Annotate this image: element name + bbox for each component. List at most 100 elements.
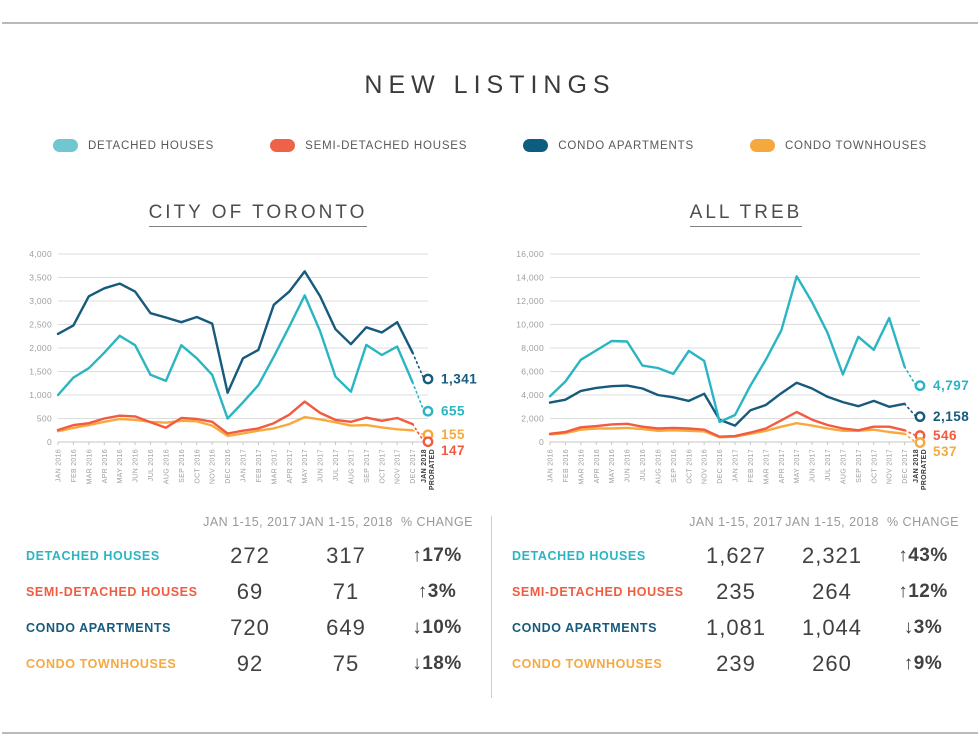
svg-text:JUL 2016: JUL 2016 (640, 449, 647, 481)
column-header: % CHANGE (886, 515, 960, 529)
svg-text:FEB 2016: FEB 2016 (563, 449, 570, 483)
svg-text:APR 2017: APR 2017 (287, 449, 294, 483)
table-row-label: CONDO TOWNHOUSES (512, 657, 663, 671)
svg-text:147: 147 (441, 443, 465, 458)
svg-text:AUG 2017: AUG 2017 (348, 449, 355, 484)
legend-label: DETACHED HOUSES (87, 139, 215, 152)
table-row-label: CONDO TOWNHOUSES (26, 657, 177, 671)
column-header: JAN 1-15, 2018 (299, 515, 393, 529)
svg-text:OCT 2016: OCT 2016 (194, 449, 201, 484)
svg-text:JUN 2017: JUN 2017 (810, 449, 817, 483)
column-header: JAN 1-15, 2017 (203, 515, 297, 529)
legend-label: SEMI-DETACHED HOUSES (305, 139, 468, 152)
svg-text:JAN 2018: JAN 2018 (913, 449, 920, 483)
table-row-label: SEMI-DETACHED HOUSES (26, 585, 198, 599)
svg-text:500: 500 (37, 414, 52, 424)
top-divider-line (2, 22, 978, 24)
table-row-label: DETACHED HOUSES (26, 549, 160, 563)
svg-text:OCT 2017: OCT 2017 (871, 449, 878, 484)
svg-text:4,000: 4,000 (29, 249, 52, 259)
legend-label: CONDO TOWNHOUSES (784, 139, 928, 152)
svg-text:16,000: 16,000 (516, 249, 544, 259)
legend-item-detached: DETACHED HOUSES (52, 139, 215, 152)
table-cell: 1,044 (801, 615, 863, 640)
chart-title-city-of-toronto: CITY OF TORONTO (28, 202, 488, 227)
detached-houses-swatch-icon (52, 139, 78, 152)
svg-text:PRORATED: PRORATED (921, 449, 928, 490)
table-cell: 235 (716, 579, 756, 604)
table-cell: 1,081 (705, 615, 767, 640)
svg-text:SEP 2016: SEP 2016 (671, 449, 678, 483)
table-cell: 272 (230, 543, 270, 568)
svg-text:MAR 2016: MAR 2016 (86, 449, 93, 484)
svg-text:2,158: 2,158 (933, 409, 969, 424)
condo-townhouses-swatch-icon (749, 139, 775, 152)
table-row-label: CONDO APARTMENTS (512, 621, 658, 635)
svg-text:2,500: 2,500 (29, 320, 52, 330)
svg-text:1,000: 1,000 (29, 390, 52, 400)
svg-text:10,000: 10,000 (516, 320, 544, 330)
svg-text:PRORATED: PRORATED (429, 449, 436, 490)
svg-text:SEP 2017: SEP 2017 (856, 449, 863, 483)
svg-text:1,341: 1,341 (441, 371, 477, 386)
svg-text:3,500: 3,500 (29, 273, 52, 283)
table-divider-line (491, 516, 492, 698)
svg-text:SEP 2017: SEP 2017 (364, 449, 371, 483)
svg-text:MAY 2016: MAY 2016 (117, 449, 124, 483)
svg-text:14,000: 14,000 (516, 273, 544, 283)
table-row-label: CONDO APARTMENTS (26, 621, 172, 635)
svg-text:537: 537 (933, 444, 957, 459)
svg-text:FEB 2016: FEB 2016 (71, 449, 78, 483)
bottom-divider-line (2, 732, 978, 734)
svg-text:JAN 2016: JAN 2016 (56, 449, 63, 482)
table-cell: 71 (332, 579, 360, 604)
svg-text:JAN 2016: JAN 2016 (548, 449, 555, 482)
table-row-label: SEMI-DETACHED HOUSES (512, 585, 684, 599)
column-header: JAN 1-15, 2018 (785, 515, 879, 529)
table-cell: 649 (326, 615, 366, 640)
svg-text:AUG 2017: AUG 2017 (840, 449, 847, 484)
svg-text:JUL 2017: JUL 2017 (333, 449, 340, 481)
table-row-label: DETACHED HOUSES (512, 549, 646, 563)
table-cell: 264 (812, 579, 852, 604)
table-cell-change: ↓18% (412, 653, 462, 674)
legend-label: CONDO APARTMENTS (558, 139, 694, 152)
svg-text:MAY 2017: MAY 2017 (794, 449, 801, 483)
table-cell: 2,321 (801, 543, 863, 568)
chart-legend: DETACHED HOUSES SEMI-DETACHED HOUSES CON… (0, 139, 980, 152)
svg-text:AUG 2016: AUG 2016 (655, 449, 662, 484)
table-cell: 260 (812, 651, 852, 676)
svg-text:DEC 2017: DEC 2017 (410, 449, 417, 484)
svg-text:0: 0 (47, 437, 52, 447)
svg-text:6,000: 6,000 (521, 367, 544, 377)
table-cell-change: ↑17% (412, 545, 462, 566)
table-cell-change: ↑43% (898, 545, 948, 566)
legend-item-semi-detached: SEMI-DETACHED HOUSES (270, 139, 467, 152)
table-cell: 317 (326, 543, 366, 568)
table-cell: 69 (236, 579, 264, 604)
svg-text:FEB 2017: FEB 2017 (748, 449, 755, 483)
condo-apartments-swatch-icon (523, 139, 549, 152)
svg-text:NOV 2016: NOV 2016 (702, 449, 709, 484)
svg-text:MAY 2016: MAY 2016 (609, 449, 616, 483)
svg-text:8,000: 8,000 (521, 343, 544, 353)
svg-text:655: 655 (441, 404, 465, 419)
svg-text:4,797: 4,797 (933, 378, 969, 393)
table-cell: 92 (236, 651, 264, 676)
svg-text:JAN 2018: JAN 2018 (421, 449, 428, 483)
svg-text:MAR 2017: MAR 2017 (271, 449, 278, 484)
column-header: JAN 1-15, 2017 (689, 515, 783, 529)
svg-text:DEC 2016: DEC 2016 (717, 449, 724, 484)
semi-detached-houses-swatch-icon (270, 139, 296, 152)
svg-text:JUL 2017: JUL 2017 (825, 449, 832, 481)
svg-text:JUN 2016: JUN 2016 (625, 449, 632, 483)
svg-text:3,000: 3,000 (29, 296, 52, 306)
table-cell: 75 (332, 651, 360, 676)
legend-item-condo-apartments: CONDO APARTMENTS (523, 139, 694, 152)
svg-text:OCT 2016: OCT 2016 (686, 449, 693, 484)
city-of-toronto-line-chart: 0 500 1,000 1,500 2,000 2,500 3,000 3,500 4,000 J… (29, 249, 477, 490)
svg-text:JUN 2016: JUN 2016 (133, 449, 140, 483)
table-cell-change: ↑9% (903, 653, 943, 674)
svg-text:NOV 2016: NOV 2016 (210, 449, 217, 484)
